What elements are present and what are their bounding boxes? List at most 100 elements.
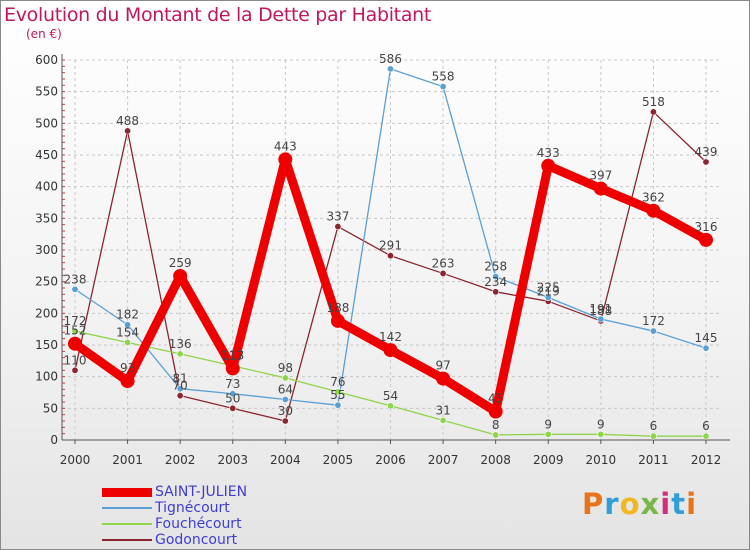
y-tick-label: 500 bbox=[35, 116, 58, 130]
y-tick-label: 200 bbox=[35, 306, 58, 320]
data-label: 76 bbox=[330, 375, 345, 389]
data-point bbox=[597, 315, 605, 323]
x-tick-label: 2011 bbox=[638, 453, 669, 467]
data-label: 64 bbox=[278, 382, 293, 396]
data-point bbox=[124, 321, 132, 329]
x-tick-label: 2005 bbox=[323, 453, 354, 467]
x-tick-label: 2000 bbox=[60, 453, 91, 467]
data-point bbox=[334, 223, 342, 231]
data-label: 258 bbox=[484, 260, 507, 274]
data-point bbox=[702, 432, 710, 440]
data-point bbox=[386, 402, 394, 410]
data-label: 142 bbox=[379, 330, 402, 344]
data-label: 73 bbox=[225, 377, 240, 391]
data-label: 263 bbox=[432, 256, 455, 270]
legend-swatch bbox=[102, 488, 152, 497]
logo-letter: o bbox=[619, 487, 641, 521]
data-point bbox=[488, 404, 503, 419]
data-label: 316 bbox=[695, 220, 718, 234]
data-point bbox=[176, 385, 184, 393]
x-tick-label: 2002 bbox=[165, 453, 196, 467]
logo-letter: x bbox=[640, 487, 661, 521]
data-label: 154 bbox=[116, 325, 139, 339]
data-point bbox=[593, 181, 608, 196]
legend-swatch bbox=[102, 539, 152, 541]
data-point bbox=[646, 203, 661, 218]
data-point bbox=[649, 432, 657, 440]
y-tick-label: 250 bbox=[35, 275, 58, 289]
x-tick-label: 2004 bbox=[270, 453, 301, 467]
data-label: 6 bbox=[702, 419, 710, 433]
y-tick-label: 50 bbox=[43, 401, 58, 415]
data-label: 558 bbox=[432, 70, 455, 84]
data-point bbox=[386, 252, 394, 260]
data-point bbox=[229, 390, 237, 398]
data-label: 443 bbox=[274, 139, 297, 153]
data-point bbox=[173, 268, 188, 283]
data-label: 188 bbox=[326, 301, 349, 315]
data-label: 45 bbox=[488, 392, 503, 406]
logo-letter: t bbox=[671, 487, 687, 521]
data-point bbox=[334, 401, 342, 409]
y-tick-label: 300 bbox=[35, 243, 58, 257]
data-label: 30 bbox=[278, 404, 293, 418]
data-point bbox=[649, 108, 657, 116]
legend-label: SAINT-JULIEN bbox=[155, 484, 248, 500]
data-label: 152 bbox=[64, 324, 87, 338]
logo-letter: i bbox=[660, 487, 672, 521]
data-label: 362 bbox=[642, 191, 665, 205]
data-label: 488 bbox=[116, 114, 139, 128]
legend-swatch bbox=[102, 507, 152, 509]
y-tick-label: 550 bbox=[35, 85, 58, 99]
x-tick-label: 2007 bbox=[428, 453, 459, 467]
data-label: 70 bbox=[173, 379, 188, 393]
data-point bbox=[120, 374, 135, 389]
data-label: 50 bbox=[225, 391, 240, 405]
y-tick-label: 450 bbox=[35, 148, 58, 162]
y-tick-label: 350 bbox=[35, 211, 58, 225]
data-label: 172 bbox=[64, 314, 87, 328]
unit-label: (en €) bbox=[26, 27, 62, 41]
data-label: 136 bbox=[169, 337, 192, 351]
data-label: 337 bbox=[326, 210, 349, 224]
data-point bbox=[68, 336, 82, 351]
x-tick-label: 2010 bbox=[586, 453, 617, 467]
data-point bbox=[492, 288, 500, 296]
data-label: 191 bbox=[589, 302, 612, 316]
data-label: 234 bbox=[484, 275, 507, 289]
legend-label: Tignécourt bbox=[155, 500, 230, 516]
data-label: 439 bbox=[695, 145, 718, 159]
legend-swatch bbox=[102, 523, 152, 525]
data-label: 259 bbox=[169, 256, 192, 270]
data-label: 117 bbox=[221, 349, 244, 363]
x-tick-label: 2009 bbox=[533, 453, 564, 467]
data-label: 113 bbox=[221, 348, 244, 362]
y-tick-label: 150 bbox=[35, 338, 58, 352]
data-point bbox=[124, 338, 132, 346]
data-point bbox=[699, 232, 713, 247]
data-point bbox=[176, 350, 184, 358]
legend-label: Godoncourt bbox=[155, 532, 238, 548]
x-tick-label: 2001 bbox=[112, 453, 143, 467]
x-tick-label: 2012 bbox=[691, 453, 722, 467]
data-label: 9 bbox=[544, 417, 552, 431]
data-point bbox=[702, 158, 710, 166]
data-point bbox=[124, 127, 132, 135]
data-label: 93 bbox=[120, 361, 135, 375]
chart-title: Evolution du Montant de la Dette par Hab… bbox=[4, 4, 432, 26]
data-label: 225 bbox=[537, 281, 560, 295]
logo-letter: i bbox=[686, 487, 698, 521]
data-point bbox=[278, 152, 293, 167]
data-point bbox=[439, 269, 447, 277]
proxiti-logo: Proxiti bbox=[582, 487, 697, 521]
data-point bbox=[176, 392, 184, 400]
x-tick-label: 2006 bbox=[375, 453, 406, 467]
data-label: 238 bbox=[64, 272, 87, 286]
data-label: 8 bbox=[492, 418, 500, 432]
data-point bbox=[492, 431, 500, 439]
data-label: 6 bbox=[650, 419, 658, 433]
data-label: 55 bbox=[330, 388, 345, 402]
data-label: 9 bbox=[597, 417, 605, 431]
data-label: 97 bbox=[435, 359, 450, 373]
